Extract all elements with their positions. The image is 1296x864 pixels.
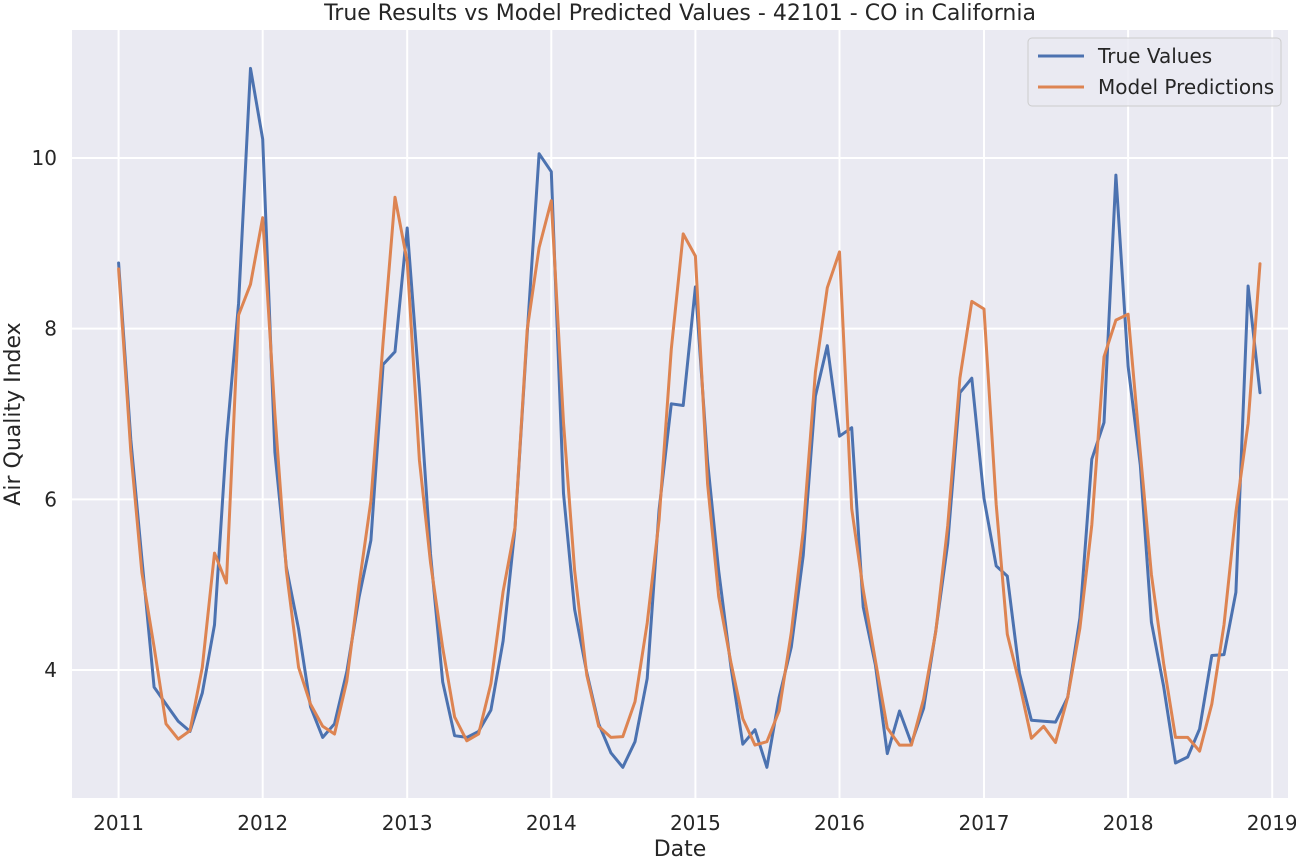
- y-axis-tick-labels: 4 6 8 10: [32, 146, 57, 682]
- y-tick-label: 4: [44, 658, 57, 682]
- legend-label-model-predictions: Model Predictions: [1098, 75, 1274, 99]
- x-axis-title: Date: [654, 837, 707, 862]
- y-tick-label: 10: [32, 146, 57, 170]
- x-tick-label: 2013: [382, 811, 433, 835]
- y-tick-label: 8: [44, 317, 57, 341]
- y-tick-label: 6: [44, 487, 57, 511]
- x-axis-tick-labels: 2011 2012 2013 2014 2015 2016 2017 2018 2019: [93, 811, 1296, 835]
- legend-box: [1027, 37, 1282, 107]
- x-tick-label: 2017: [959, 811, 1010, 835]
- series-line-model-predictions: [117, 195, 1262, 753]
- y-axis-title: Air Quality Index: [1, 322, 26, 505]
- legend-label-true-values: True Values: [1097, 44, 1212, 68]
- x-tick-label: 2015: [670, 811, 721, 835]
- x-tick-label: 2014: [526, 811, 577, 835]
- x-tick-label: 2012: [237, 811, 288, 835]
- x-tick-label: 2018: [1103, 811, 1154, 835]
- chart-title: True Results vs Model Predicted Values -…: [323, 1, 1036, 26]
- legend: True Values Model Predictions: [1027, 37, 1282, 107]
- x-tick-label: 2016: [814, 811, 865, 835]
- x-tick-label: 2019: [1247, 811, 1296, 835]
- series-lines: [117, 66, 1262, 769]
- grid: [72, 30, 1288, 798]
- x-tick-label: 2011: [93, 811, 144, 835]
